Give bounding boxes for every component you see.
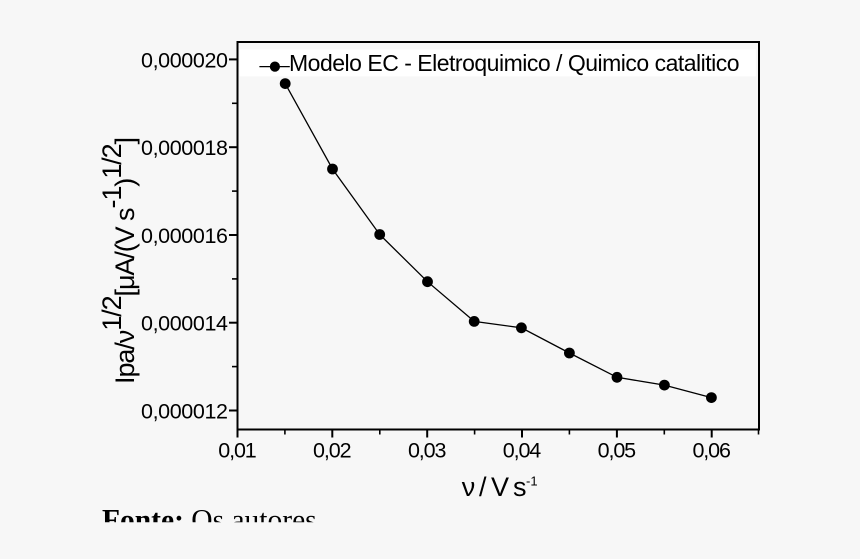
svg-text:0,000018: 0,000018 (141, 136, 228, 160)
svg-text:0,04: 0,04 (503, 439, 542, 463)
svg-text:Ipa/ν1/2[μA/(V s-1)1/2]: Ipa/ν1/2[μA/(V s-1)1/2] (97, 137, 140, 384)
svg-text:0,000012: 0,000012 (141, 399, 228, 423)
svg-text:0,03: 0,03 (408, 439, 447, 463)
svg-text:0,06: 0,06 (692, 439, 731, 463)
svg-text:0,05: 0,05 (598, 439, 637, 463)
svg-text:/: / (479, 472, 487, 502)
svg-text:0,000014: 0,000014 (141, 312, 228, 336)
svg-text:Fonte: Os autores: Fonte: Os autores (102, 505, 317, 537)
svg-text:ν: ν (462, 472, 476, 502)
svg-text:0,02: 0,02 (313, 439, 352, 463)
svg-text:s: s (513, 472, 527, 502)
svg-text:V: V (491, 472, 509, 502)
svg-text:0,000016: 0,000016 (141, 224, 228, 248)
svg-text:0,000020: 0,000020 (141, 48, 228, 72)
svg-text:0,01: 0,01 (218, 439, 257, 463)
svg-text:-1: -1 (526, 474, 538, 489)
svg-text:Modelo EC - Eletroquimico / Qu: Modelo EC - Eletroquimico / Quimico cata… (289, 50, 740, 76)
